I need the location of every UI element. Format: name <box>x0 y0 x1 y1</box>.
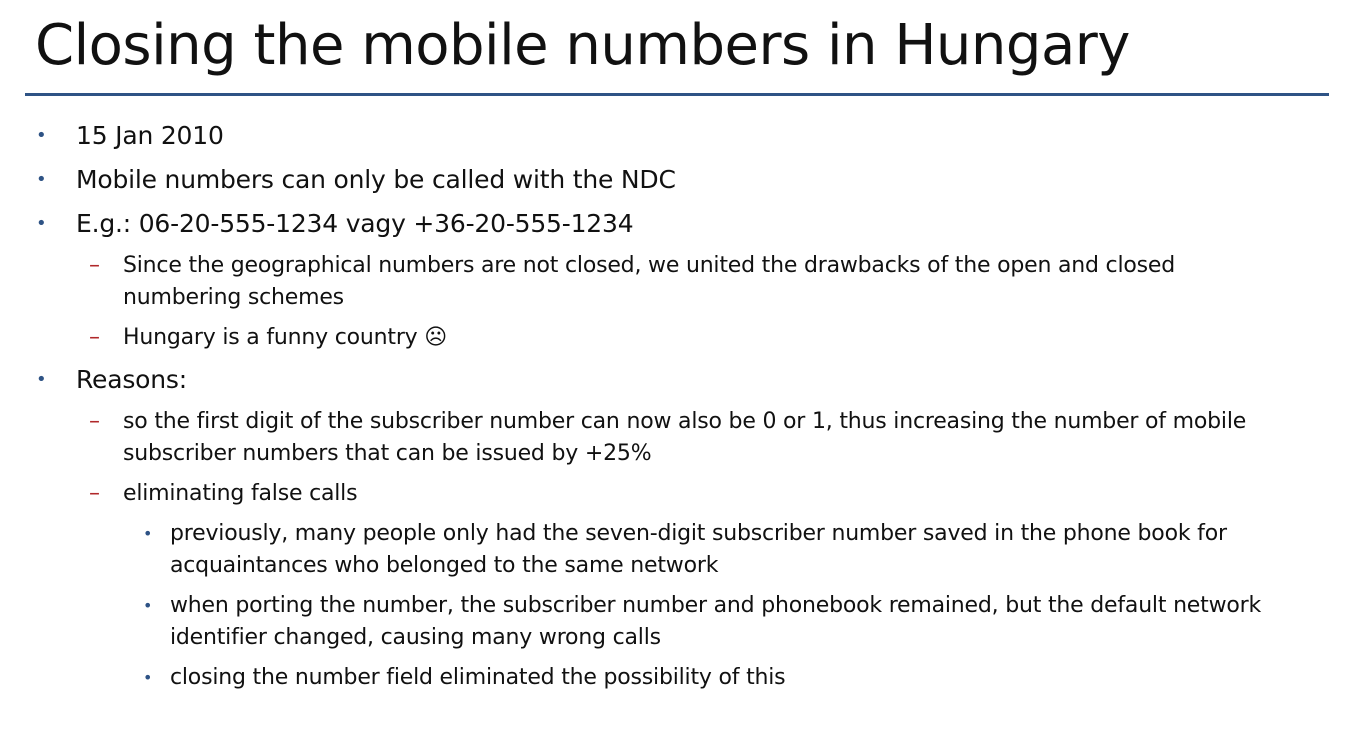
dash-icon: – <box>89 409 100 434</box>
sub-bullet-text: Since the geographical numbers are not c… <box>123 253 1175 310</box>
bullet-text: Mobile numbers can only be called with t… <box>76 165 676 194</box>
sub-sub-bullet-item: • closing the number field eliminated th… <box>0 662 1352 694</box>
slide-title: Closing the mobile numbers in Hungary <box>35 13 1130 78</box>
sub-bullet-text: so the first digit of the subscriber num… <box>123 409 1247 466</box>
bullet-text: 15 Jan 2010 <box>76 121 224 150</box>
sub-bullet-text: eliminating false calls <box>123 481 358 506</box>
bullet-dot-icon: • <box>143 524 153 543</box>
bullet-text: Reasons: <box>76 365 187 394</box>
slide-body: • 15 Jan 2010 • Mobile numbers can only … <box>0 118 1352 702</box>
bullet-item: • E.g.: 06-20-555-1234 vagy +36-20-555-1… <box>0 206 1352 242</box>
dash-icon: – <box>89 481 100 506</box>
bullet-text: E.g.: 06-20-555-1234 vagy +36-20-555-123… <box>76 209 634 238</box>
bullet-item: • Reasons: <box>0 362 1352 398</box>
sub-sub-bullet-item: • when porting the number, the subscribe… <box>0 590 1352 654</box>
bullet-dot-icon: • <box>143 596 153 615</box>
dash-icon: – <box>89 253 100 278</box>
sub-sub-bullet-text: closing the number field eliminated the … <box>170 665 786 690</box>
sub-sub-bullet-text: previously, many people only had the sev… <box>170 521 1227 578</box>
bullet-dot-icon: • <box>36 125 47 146</box>
sub-bullet-item: – eliminating false calls <box>0 478 1352 510</box>
bullet-dot-icon: • <box>36 169 47 190</box>
bullet-item: • Mobile numbers can only be called with… <box>0 162 1352 198</box>
sub-bullet-item: – Hungary is a funny country ☹ <box>0 322 1352 354</box>
sub-bullet-item: – Since the geographical numbers are not… <box>0 250 1352 314</box>
bullet-dot-icon: • <box>36 213 47 234</box>
bullet-dot-icon: • <box>143 668 153 687</box>
sub-sub-bullet-text: when porting the number, the subscriber … <box>170 593 1262 650</box>
sub-sub-bullet-item: • previously, many people only had the s… <box>0 518 1352 582</box>
bullet-item: • 15 Jan 2010 <box>0 118 1352 154</box>
sub-bullet-item: – so the first digit of the subscriber n… <box>0 406 1352 470</box>
dash-icon: – <box>89 325 100 350</box>
bullet-dot-icon: • <box>36 369 47 390</box>
title-divider <box>25 93 1329 96</box>
sub-bullet-text: Hungary is a funny country ☹ <box>123 325 448 350</box>
